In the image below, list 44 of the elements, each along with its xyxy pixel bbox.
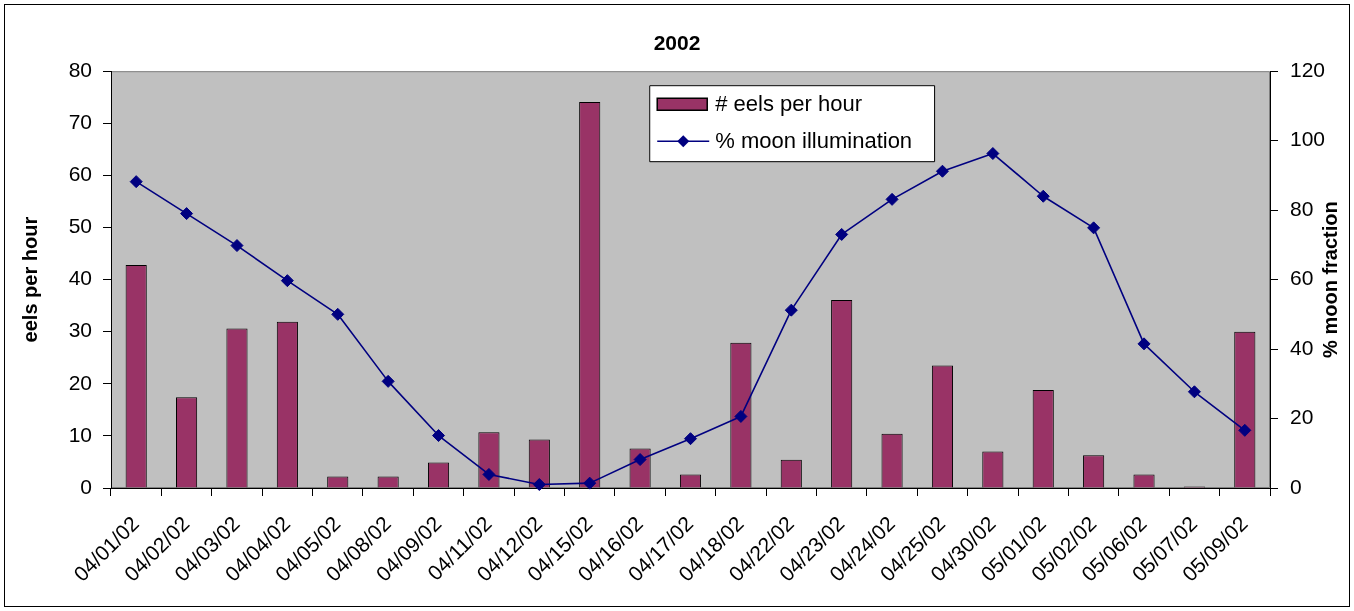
y2-tick-label: 40 [1290,335,1314,359]
point [633,453,647,467]
y-tick-label: 0 [80,474,92,498]
y2-tick-label: 20 [1290,405,1314,429]
y2-axis-title: % moon fraction [1318,201,1341,358]
y-tick-label: 70 [68,110,92,134]
point [885,192,899,206]
point [734,409,748,423]
point [482,467,496,481]
point [1137,337,1151,351]
point [784,303,798,317]
y-tick-label: 10 [68,422,92,446]
y-tick-label: 80 [68,58,92,81]
y-tick-label: 30 [68,318,92,342]
legend-label: # eels per hour [715,91,862,117]
y2-tick-label: 100 [1290,127,1326,151]
point [1036,189,1050,203]
point [986,147,1000,161]
y2-tick-label: 0 [1290,474,1302,498]
point [684,432,697,446]
y2-tick-label: 80 [1290,196,1314,220]
point [1187,385,1201,399]
point [230,239,244,253]
chart-title: 2002 [653,31,701,55]
y-tick-label: 20 [68,370,92,394]
y-axis-title: eels per hour [18,216,41,343]
y-tick-label: 40 [68,266,92,290]
point [1087,221,1101,235]
y2-tick-label: 60 [1290,266,1314,290]
point [835,227,849,241]
point [280,274,294,288]
point [935,164,949,178]
point [381,374,395,388]
legend-label: % moon illumination [715,128,913,154]
point [331,307,345,321]
point [1238,423,1252,437]
point [129,175,143,189]
point [583,476,597,490]
y-tick-label: 60 [68,162,92,186]
y2-tick-label: 120 [1290,58,1326,81]
y-tick-label: 50 [68,214,92,238]
point [180,207,194,221]
point [432,429,446,443]
point [532,478,546,492]
